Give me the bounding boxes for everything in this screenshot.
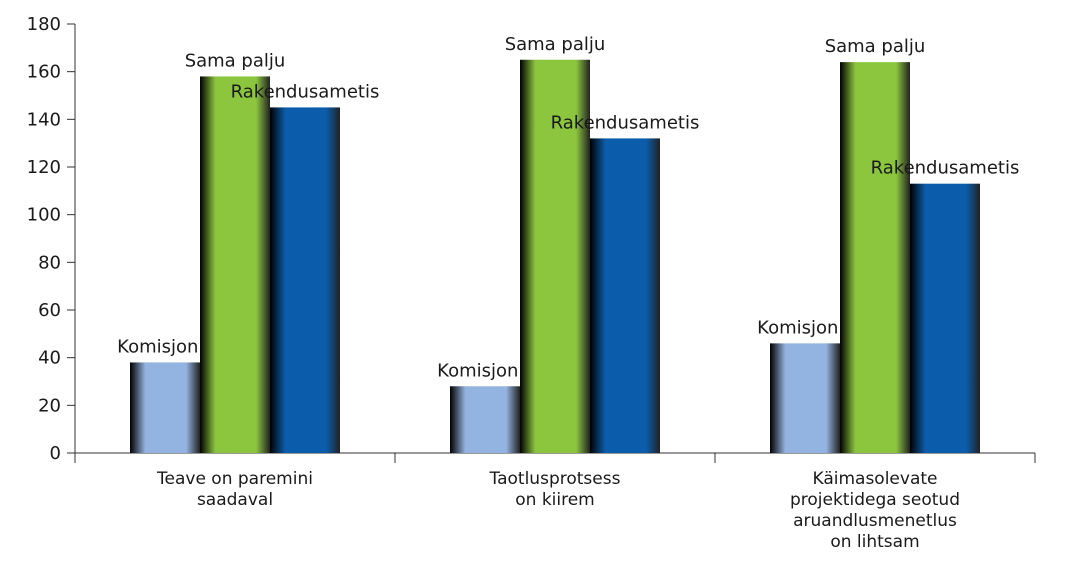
bar-label: Sama palju (505, 34, 606, 55)
bar (520, 59, 590, 453)
x-tick-label: Käimasolevate projektidega seotud aruand… (789, 469, 961, 552)
bar (910, 183, 980, 453)
bar-label: Sama palju (825, 36, 926, 57)
y-tick-label: 20 (38, 395, 61, 416)
y-tick-label: 80 (38, 252, 61, 273)
bar (130, 362, 200, 453)
y-tick-label: 180 (27, 14, 61, 35)
x-tick-label: Teave on paremini saadaval (157, 469, 313, 510)
bar-label: Komisjonis (757, 317, 853, 338)
y-tick-label: 40 (38, 348, 61, 369)
y-tick-label: 140 (27, 109, 61, 130)
bar-label: Rakendusametis (871, 158, 1020, 179)
bar-label: Sama palju (185, 50, 286, 71)
bar-label: Rakendusametis (551, 112, 700, 133)
bar-label: Komisjonis (117, 336, 213, 357)
bar (590, 138, 660, 453)
y-tick-label: 160 (27, 62, 61, 83)
x-tick-label: Taotlusprotsess on kiirem (489, 469, 621, 510)
y-tick-label: 60 (38, 300, 61, 321)
bar-label: Rakendusametis (231, 81, 380, 102)
bar-label: Komisjonis (437, 360, 533, 381)
y-tick-label: 100 (27, 205, 61, 226)
bar (450, 386, 520, 453)
bar (840, 62, 910, 454)
bar (200, 76, 270, 453)
bar (770, 343, 840, 453)
y-tick-label: 120 (27, 157, 61, 178)
y-tick-label: 0 (50, 443, 61, 464)
bar (270, 107, 340, 454)
